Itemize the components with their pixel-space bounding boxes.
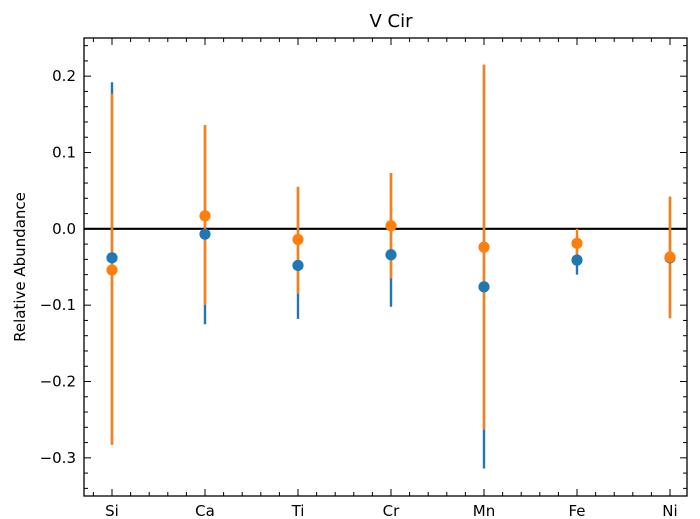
y-axis-label: Relative Abundance — [11, 192, 29, 342]
plot-area: 0.2 0.1 0.0 −0.1 −0.2 −0.3 Si Ca Ti Cr Mn Fe Ni — [40, 37, 688, 519]
x-tick-label-cr: Cr — [383, 502, 400, 519]
data-point-series2-ni — [664, 251, 676, 263]
y-tick-label: 0.1 — [52, 144, 76, 162]
data-point-series1-fe — [571, 254, 583, 266]
data-point-series2-mn — [478, 241, 490, 253]
data-point-series1-ti — [292, 259, 304, 272]
plot-frame — [83, 37, 688, 497]
x-tick-label-ni: Ni — [662, 502, 677, 519]
data-point-series2-cr — [385, 220, 397, 232]
data-point-series2-ti — [292, 233, 304, 246]
data-point-series2-ca — [199, 210, 211, 222]
x-tick-label-fe: Fe — [568, 502, 585, 519]
x-tick-label-ti: Ti — [291, 502, 305, 519]
data-point-series1-cr — [385, 249, 397, 261]
y-tick-label: −0.3 — [40, 449, 76, 467]
x-tick-label-mn: Mn — [473, 502, 495, 519]
y-tick-label: 0.2 — [52, 67, 76, 85]
y-tick-label: −0.1 — [40, 296, 76, 314]
chart-title: V Cir — [369, 11, 413, 32]
data-point-series2-fe — [571, 237, 583, 249]
x-tick-label-ca: Ca — [195, 502, 215, 519]
data-point-series1-mn — [478, 281, 490, 293]
data-point-series2-si — [106, 264, 118, 276]
y-tick-label: −0.2 — [40, 373, 76, 391]
data-point-series1-si — [106, 252, 118, 264]
y-tick-label: 0.0 — [52, 220, 76, 238]
data-point-series1-ca — [199, 228, 211, 240]
x-tick-label-si: Si — [105, 502, 119, 519]
